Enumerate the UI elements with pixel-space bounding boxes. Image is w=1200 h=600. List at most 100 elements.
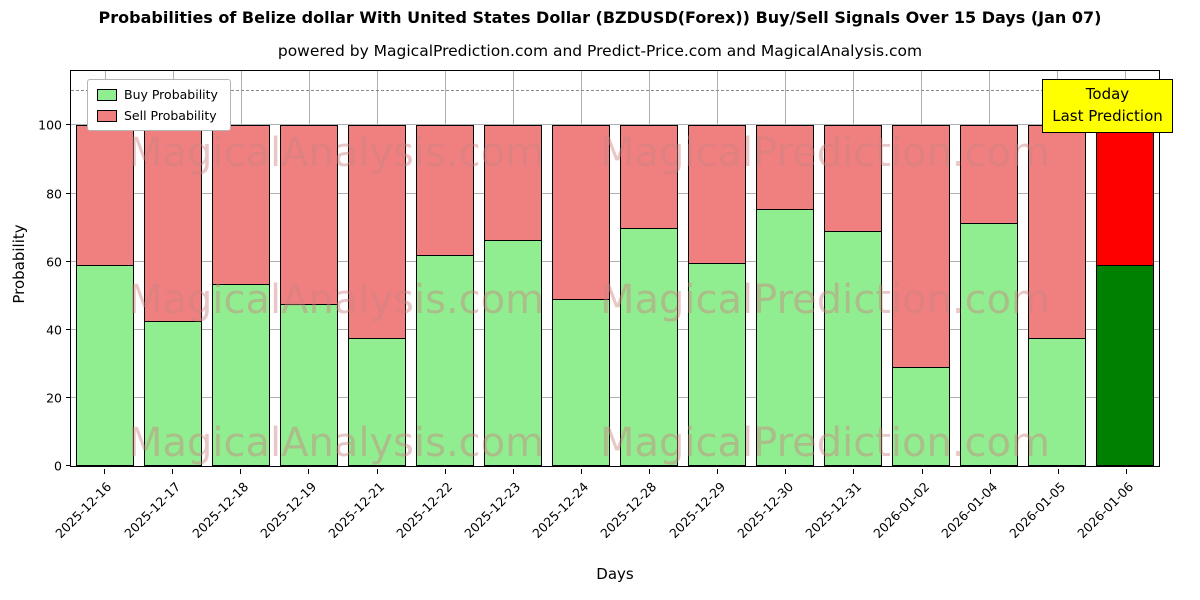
x-label-cell: 2025-12-24 <box>530 469 615 559</box>
buy-swatch <box>97 88 117 101</box>
legend-label-sell: Sell Probability <box>124 108 217 123</box>
x-tick-mark <box>512 469 514 474</box>
buy-segment <box>1027 338 1087 466</box>
sell-segment <box>1095 125 1155 266</box>
y-tick-label: 40 <box>46 322 62 338</box>
x-label-cell: 2025-12-17 <box>121 469 206 559</box>
sell-segment <box>891 125 951 368</box>
legend-item-sell: Sell Probability <box>97 108 218 123</box>
bar-group-2025-12-22 <box>411 71 479 466</box>
x-label-cell: 2025-12-29 <box>666 469 751 559</box>
x-label-cell: 2025-12-18 <box>189 469 274 559</box>
y-tick-label: 20 <box>46 390 62 406</box>
y-tick-label: 100 <box>38 117 62 133</box>
y-tick-mark <box>66 192 71 194</box>
buy-segment <box>891 367 951 466</box>
x-label-cell: 2025-12-31 <box>802 469 887 559</box>
buy-segment <box>619 227 679 466</box>
x-tick-mark <box>308 469 310 474</box>
bar-group-2026-01-04 <box>955 71 1023 466</box>
h-gridline <box>71 396 1159 398</box>
sell-segment <box>211 125 271 284</box>
x-tick-mark <box>1125 469 1127 474</box>
x-tick-mark <box>172 469 174 474</box>
buy-segment <box>959 222 1019 466</box>
x-tick-mark <box>1057 469 1059 474</box>
buy-segment <box>551 299 611 466</box>
buy-segment <box>483 239 543 466</box>
sell-segment <box>483 125 543 240</box>
bar-group-2026-01-05 <box>1023 71 1091 466</box>
bar-group-2025-12-21 <box>343 71 411 466</box>
sell-segment <box>959 125 1019 223</box>
x-label-cell: 2025-12-30 <box>734 469 819 559</box>
annotation-line2: Last Prediction <box>1052 106 1163 125</box>
sell-segment <box>1027 125 1087 339</box>
bar-group-2026-01-06 <box>1091 71 1159 466</box>
x-tick-mark <box>240 469 242 474</box>
y-tick-label: 80 <box>46 186 62 202</box>
bar-group-2026-01-02 <box>887 71 955 466</box>
sell-segment <box>75 125 135 266</box>
sell-segment <box>143 125 203 322</box>
buy-segment <box>687 263 747 466</box>
x-tick-mark <box>785 469 787 474</box>
bar-group-2025-12-24 <box>547 71 615 466</box>
annotation-line1: Today <box>1085 85 1130 103</box>
x-tick-mark <box>580 469 582 474</box>
buy-segment <box>755 208 815 466</box>
bar-group-2025-12-18 <box>207 71 275 466</box>
x-axis-labels: 2025-12-16 2025-12-17 2025-12-18 2025-12-19… <box>53 469 1160 559</box>
buy-segment <box>347 338 407 466</box>
bar-group-2025-12-31 <box>819 71 887 466</box>
plot-area: 0 20 40 60 80 100 Buy Probability Sell Probab… <box>38 70 1160 474</box>
y-tick-mark <box>66 328 71 330</box>
y-tick-mark <box>66 396 71 398</box>
sell-segment <box>279 125 339 305</box>
x-label-cell: 2025-12-16 <box>53 469 138 559</box>
x-tick-mark <box>921 469 923 474</box>
buy-segment <box>1095 265 1155 466</box>
buy-segment <box>823 231 883 466</box>
sell-segment <box>551 125 611 300</box>
sell-segment <box>415 125 475 255</box>
buy-segment <box>211 283 271 466</box>
x-axis-title: Days <box>596 565 634 583</box>
y-tick-label: 60 <box>46 254 62 270</box>
buy-segment <box>279 304 339 466</box>
h-gridline <box>71 260 1159 262</box>
y-tick-label: 0 <box>54 458 62 474</box>
y-axis-title: Probability <box>10 224 28 304</box>
x-tick-label: 2025-12-16 <box>52 479 115 541</box>
legend-item-buy: Buy Probability <box>97 87 218 102</box>
x-label-cell: 2025-12-28 <box>598 469 683 559</box>
buy-segment <box>143 321 203 466</box>
bar-group-2025-12-19 <box>275 71 343 466</box>
x-tick-mark <box>444 469 446 474</box>
x-tick-mark <box>376 469 378 474</box>
x-tick-mark <box>717 469 719 474</box>
sell-segment <box>619 125 679 228</box>
x-label-cell: 2025-12-21 <box>325 469 411 559</box>
bar-group-2025-12-29 <box>683 71 751 466</box>
chart-title: Probabilities of Belize dollar With Unit… <box>98 8 1102 27</box>
chart-subtitle: powered by MagicalPrediction.com and Pre… <box>277 42 923 60</box>
x-label-cell: 2025-12-22 <box>393 469 479 559</box>
y-tick-mark <box>66 260 71 262</box>
h-gridline <box>71 192 1159 194</box>
bar-group-2025-12-23 <box>479 71 547 466</box>
bar-group-2025-12-17 <box>139 71 207 466</box>
x-label-cell: 2025-12-23 <box>461 469 547 559</box>
bar-group-2025-12-16 <box>71 71 139 466</box>
x-label-cell: 2026-01-02 <box>870 469 956 559</box>
y-tick-mark <box>66 465 71 466</box>
x-tick-mark <box>989 469 991 474</box>
x-label-cell: 2026-01-05 <box>1006 469 1092 559</box>
bar-group-2025-12-30 <box>751 71 819 466</box>
y-tick-mark <box>66 124 71 126</box>
dashed-threshold-line <box>71 90 1159 92</box>
legend-label-buy: Buy Probability <box>124 87 218 102</box>
h-gridline <box>71 124 1159 126</box>
sell-swatch <box>97 109 117 122</box>
